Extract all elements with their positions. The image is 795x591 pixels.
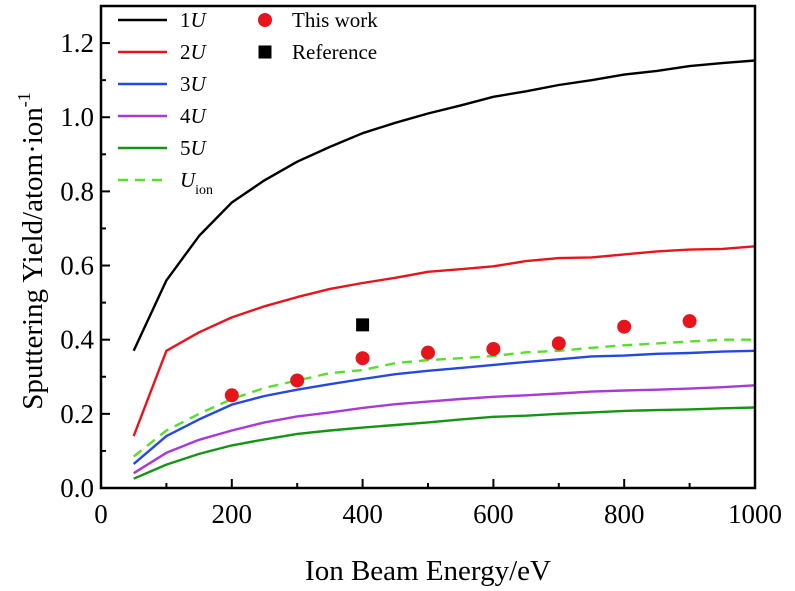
- x-tick-label: 800: [604, 499, 645, 529]
- legend-swatch-this-work: [258, 13, 272, 27]
- x-tick-label: 1000: [728, 499, 782, 529]
- this-work-point: [421, 345, 435, 360]
- legend-swatch-reference: [258, 45, 272, 59]
- legend-label-reference: Reference: [292, 40, 377, 64]
- legend-label-4u: 4U: [180, 104, 208, 128]
- legend-label-this-work: This work: [292, 8, 378, 32]
- series-line-4u: [133, 384, 756, 475]
- series-line-5u: [133, 406, 756, 480]
- y-tick-label: 0.6: [60, 251, 94, 281]
- series-line-3u: [132, 349, 756, 465]
- y-axis-title: Sputtering Yield/atom·ion-1: [14, 92, 49, 410]
- y-tick-label: 0.2: [60, 399, 94, 429]
- scatter-layer: [224, 314, 697, 403]
- y-tick-label: 1.2: [60, 28, 94, 58]
- y-tick-label: 0.4: [60, 325, 94, 355]
- legend-label-uion: Uion: [180, 168, 213, 198]
- y-tick-label: 0.8: [60, 176, 94, 206]
- x-tick-label: 400: [342, 499, 383, 529]
- y-axis-title-superscript: -1: [14, 92, 34, 107]
- x-axis-title: Ion Beam Energy/eV: [305, 555, 551, 587]
- reference-point: [356, 318, 370, 332]
- this-work-point: [551, 336, 566, 351]
- y-tick-label: 1.0: [60, 102, 94, 132]
- legend-label-2u: 2U: [180, 40, 208, 64]
- this-work-point: [682, 314, 697, 329]
- legend-label-1u: 1U: [180, 8, 208, 32]
- legend-label-3u: 3U: [180, 72, 208, 96]
- x-axis-ticks: 0 200 400 600 800 1000: [94, 479, 782, 529]
- series-line-2u: [132, 245, 756, 437]
- this-work-point: [355, 351, 370, 366]
- this-work-point: [290, 373, 305, 388]
- y-tick-label: 0.0: [60, 473, 94, 503]
- legend: 1U 2U 3U 4U 5U Uion This work Reference: [118, 8, 378, 198]
- this-work-point: [224, 388, 239, 403]
- x-tick-label: 0: [94, 499, 108, 529]
- y-axis-title-main: Sputtering Yield/atom·ion: [17, 107, 49, 410]
- series-line-1u: [132, 59, 756, 352]
- x-tick-label: 200: [212, 499, 253, 529]
- series-layer: [132, 59, 756, 480]
- this-work-point: [486, 341, 501, 356]
- y-axis-ticks: 0.0 0.2 0.4 0.6 0.8 1.0 1.2: [60, 5, 110, 503]
- x-tick-label: 600: [473, 499, 514, 529]
- legend-label-5u: 5U: [180, 136, 208, 160]
- this-work-point: [617, 319, 632, 334]
